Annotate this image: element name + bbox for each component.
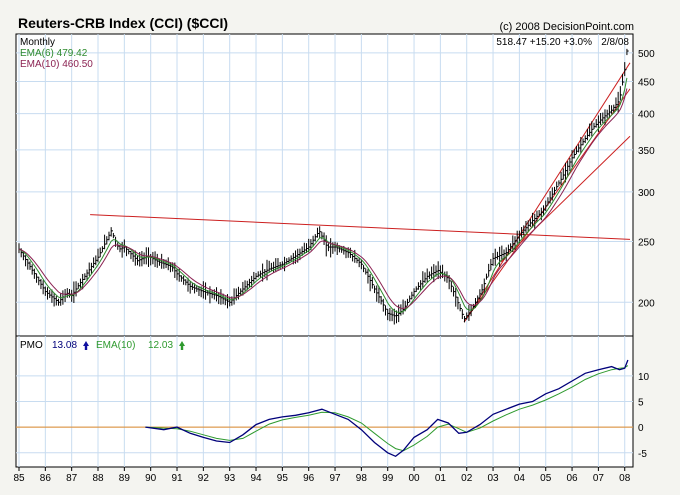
x-tick-label: 94 — [250, 473, 262, 484]
x-tick-label: 91 — [171, 473, 183, 484]
price-y-tick-label: 500 — [638, 49, 655, 60]
price-grid — [16, 34, 633, 336]
pmo-y-tick-label: -5 — [638, 449, 647, 460]
trendline — [90, 214, 631, 240]
pmo-y-axis-labels: -5 0 5 10 — [638, 372, 650, 460]
price-bars — [18, 48, 629, 325]
x-tick-label: 85 — [13, 473, 25, 484]
x-tick-label: 02 — [461, 473, 473, 484]
x-tick-label: 03 — [487, 473, 499, 484]
ema10-line — [18, 88, 628, 309]
x-tick-label: 06 — [566, 473, 578, 484]
x-tick-label: 93 — [224, 473, 236, 484]
pmo-ema-up-arrow-icon — [179, 341, 185, 350]
x-tick-label: 08 — [619, 473, 631, 484]
pmo-panel: -5 0 5 10 PMO 13.08 EMA(10) 12.03 — [15, 335, 650, 468]
price-y-tick-label: 200 — [638, 298, 655, 309]
copyright-text: (c) 2008 DecisionPoint.com — [499, 21, 634, 33]
quote-date: 2/8/08 — [601, 37, 629, 48]
pmo-line — [145, 359, 629, 458]
x-tick-label: 96 — [303, 473, 315, 484]
trendline — [463, 62, 631, 323]
pmo-y-tick-label: 10 — [638, 372, 650, 383]
x-tick-label: 90 — [145, 473, 157, 484]
x-tick-label: 87 — [66, 473, 78, 484]
pmo-legend-label: PMO — [20, 340, 43, 351]
pmo-legend-value: 13.08 — [52, 340, 77, 351]
price-panel: 200 250 300 350 400 450 500 Monthly EMA(6) 479… — [15, 33, 655, 337]
trendline — [500, 135, 631, 263]
price-y-axis-labels: 200 250 300 350 400 450 500 — [638, 49, 655, 309]
pmo-up-arrow-icon — [83, 341, 89, 350]
x-tick-label: 89 — [119, 473, 131, 484]
x-tick-label: 04 — [514, 473, 526, 484]
x-tick-label: 97 — [329, 473, 341, 484]
pmo-y-tick-label: 5 — [638, 398, 644, 409]
x-tick-label: 00 — [408, 473, 420, 484]
x-tick-label: 86 — [40, 473, 52, 484]
chart-title: Reuters-CRB Index (CCI) ($CCI) — [18, 15, 228, 31]
x-axis: 85 86 87 88 89 90 91 92 93 94 95 96 97 98 99 00 01 02 03 04… — [13, 467, 631, 484]
x-tick-label: 95 — [277, 473, 289, 484]
price-y-tick-label: 450 — [638, 78, 655, 89]
price-y-tick-label: 250 — [638, 238, 655, 249]
last-quote: 518.47 +15.20 +3.0% — [496, 37, 592, 48]
price-y-tick-label: 350 — [638, 146, 655, 157]
price-y-tick-label: 300 — [638, 188, 655, 199]
x-tick-label: 88 — [92, 473, 104, 484]
x-tick-label: 99 — [382, 473, 394, 484]
price-y-tick-label: 400 — [638, 110, 655, 121]
pmo-y-tick-label: 0 — [638, 423, 644, 434]
x-tick-label: 92 — [198, 473, 210, 484]
pmo-ema-legend-label: EMA(10) — [96, 340, 135, 351]
ema6-legend: EMA(6) 479.42 — [20, 48, 88, 59]
interval-label: Monthly — [20, 37, 55, 48]
pmo-ema-legend-value: 12.03 — [148, 340, 173, 351]
x-tick-label: 07 — [593, 473, 605, 484]
ema6-line — [18, 77, 628, 313]
x-tick-label: 01 — [435, 473, 447, 484]
ema10-legend: EMA(10) 460.50 — [20, 59, 93, 70]
x-tick-label: 98 — [356, 473, 368, 484]
x-tick-label: 05 — [540, 473, 552, 484]
